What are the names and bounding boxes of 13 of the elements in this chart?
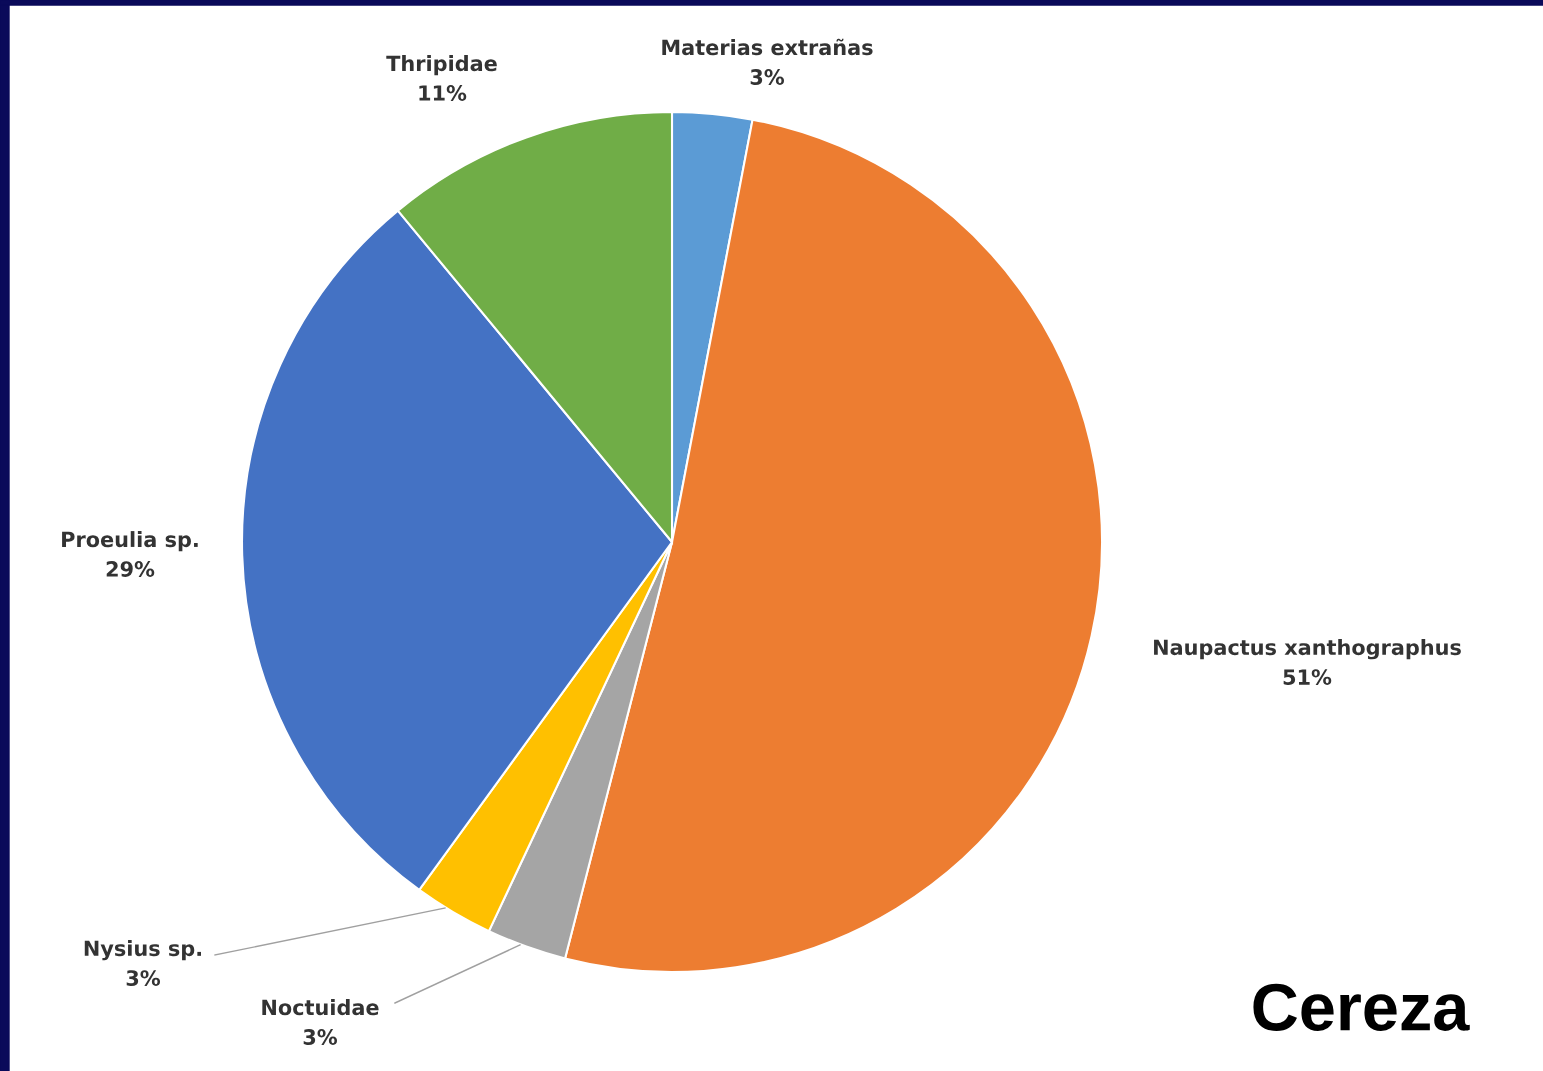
data-label: 3% <box>126 970 161 986</box>
text: Cereza <box>1253 983 1470 1031</box>
data-label: 51% <box>1283 669 1332 685</box>
slice-label: Nysius sp. <box>84 940 202 961</box>
data-label: 3% <box>750 69 785 85</box>
data-label: 29% <box>106 561 155 577</box>
slice-label: Materias extrañas <box>662 38 873 56</box>
slice-label: Noctuidae <box>262 999 379 1016</box>
slice-label: Thripidae <box>386 55 497 76</box>
data-label: 11% <box>419 85 467 101</box>
data-label: 3% <box>303 1029 338 1045</box>
slice-label: Proeulia sp. <box>62 531 198 552</box>
slice-label: Naupactus xanthographus <box>1154 639 1461 660</box>
